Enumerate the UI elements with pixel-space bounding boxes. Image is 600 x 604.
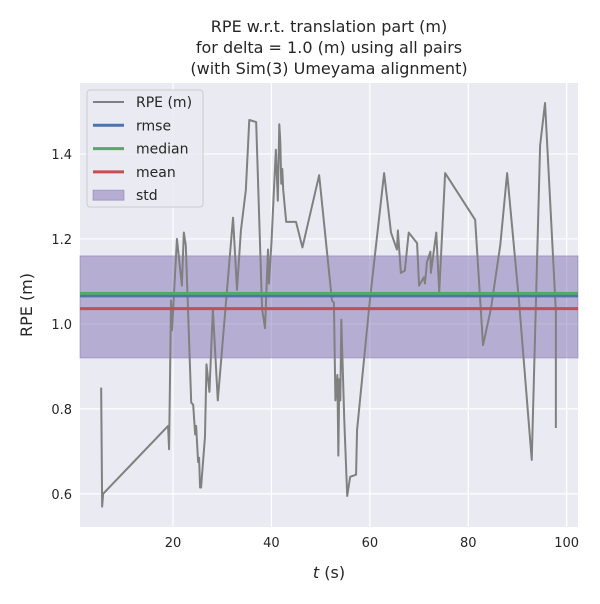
chart-title-line-1: RPE w.r.t. translation part (m)	[211, 17, 447, 36]
y-tick-label: 0.8	[51, 403, 72, 418]
chart-title-line-2: for delta = 1.0 (m) using all pairs	[196, 38, 462, 57]
x-tick-label: 40	[263, 536, 280, 551]
legend-box	[86, 89, 204, 208]
legend-label-median: median	[136, 142, 188, 158]
legend-label-mean: mean	[136, 165, 176, 181]
legend-label-rmse: rmse	[136, 118, 171, 134]
x-axis-label: t (s)	[313, 563, 345, 582]
y-tick-label: 0.6	[51, 488, 72, 503]
legend-label-rpe: RPE (m)	[136, 95, 192, 111]
y-tick-label: 1.0	[51, 318, 72, 333]
y-tick-label: 1.4	[51, 148, 72, 163]
x-tick-label: 20	[165, 536, 182, 551]
x-tick-label: 80	[460, 536, 477, 551]
legend-swatch-std	[92, 189, 125, 201]
rpe-line	[100, 101, 557, 508]
ticks-group: 20 40 60 80 100 0.6 0.8 1.0 1.2 1.4	[51, 148, 579, 551]
y-tick-label: 1.2	[51, 233, 72, 248]
legend: RPE (m) rmse median mean std	[86, 89, 204, 208]
x-tick-label: 60	[362, 536, 379, 551]
chart-title-line-3: (with Sim(3) Umeyama alignment)	[190, 59, 467, 78]
x-tick-label: 100	[554, 536, 579, 551]
y-axis-label: RPE (m)	[17, 273, 36, 337]
legend-label-std: std	[136, 188, 158, 204]
series-group	[80, 101, 578, 508]
